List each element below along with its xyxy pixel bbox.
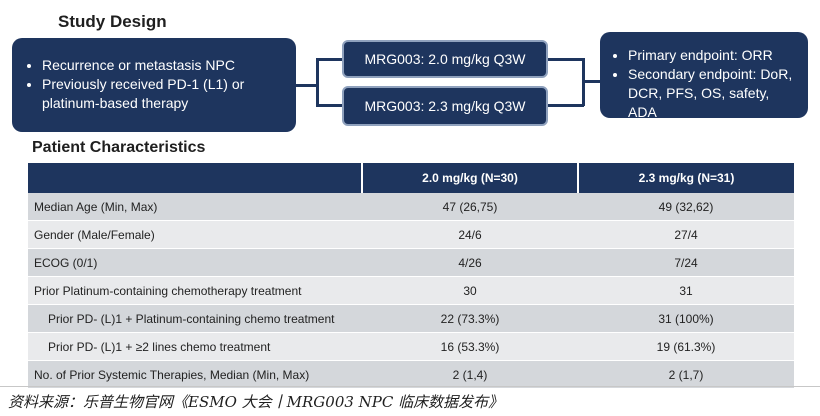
- connector: [582, 80, 602, 83]
- table-row: Gender (Male/Female) 24/6 27/4: [28, 220, 794, 249]
- row-label: Median Age (Min, Max): [28, 193, 362, 221]
- connector: [316, 58, 319, 106]
- table-row: No. of Prior Systemic Therapies, Median …: [28, 360, 794, 389]
- cell-value: 31 (100%): [578, 304, 794, 333]
- population-box: Recurrence or metastasis NPC Previously …: [12, 38, 296, 132]
- connector: [548, 58, 584, 61]
- table-row: Prior PD- (L)1 + ≥2 lines chemo treatmen…: [28, 332, 794, 361]
- cell-value: 4/26: [362, 248, 578, 277]
- arm-box: MRG003: 2.0 mg/kg Q3W: [342, 40, 548, 78]
- row-label: Prior PD- (L)1 + ≥2 lines chemo treatmen…: [28, 332, 362, 361]
- source-footnote: 资料来源：乐普生物官网《ESMO 大会丨MRG003 NPC 临床数据发布》: [8, 393, 504, 411]
- row-label: ECOG (0/1): [28, 248, 362, 277]
- cell-value: 2 (1,7): [578, 360, 794, 389]
- table-row: ECOG (0/1) 4/26 7/24: [28, 248, 794, 277]
- row-label: Prior Platinum-containing chemotherapy t…: [28, 276, 362, 305]
- row-label: Prior PD- (L)1 + Platinum-containing che…: [28, 304, 362, 333]
- table-row: Prior Platinum-containing chemotherapy t…: [28, 276, 794, 305]
- footer-divider: [0, 386, 820, 387]
- table-row: Median Age (Min, Max) 47 (26,75) 49 (32,…: [28, 193, 794, 221]
- table-header-row: 2.0 mg/kg (N=30) 2.3 mg/kg (N=31): [28, 163, 794, 193]
- cell-value: 7/24: [578, 248, 794, 277]
- cell-value: 2 (1,4): [362, 360, 578, 389]
- cell-value: 30: [362, 276, 578, 305]
- cell-value: 27/4: [578, 220, 794, 249]
- cell-value: 16 (53.3%): [362, 332, 578, 361]
- cell-value: 49 (32,62): [578, 193, 794, 221]
- connector: [548, 104, 584, 107]
- row-label: No. of Prior Systemic Therapies, Median …: [28, 360, 362, 389]
- connector: [316, 58, 342, 61]
- endpoint-item: Secondary endpoint: DoR, DCR, PFS, OS, s…: [628, 65, 800, 122]
- column-header: [28, 163, 362, 193]
- cell-value: 22 (73.3%): [362, 304, 578, 333]
- arm-box: MRG003: 2.3 mg/kg Q3W: [342, 86, 548, 126]
- column-header: 2.0 mg/kg (N=30): [361, 163, 578, 193]
- connector: [316, 104, 342, 107]
- row-label: Gender (Male/Female): [28, 220, 362, 249]
- endpoints-box: Primary endpoint: ORR Secondary endpoint…: [600, 32, 808, 120]
- patient-characteristics-title: Patient Characteristics: [32, 139, 206, 156]
- cell-value: 24/6: [362, 220, 578, 249]
- patient-characteristics-table: 2.0 mg/kg (N=30) 2.3 mg/kg (N=31) Median…: [28, 163, 794, 389]
- study-design-title: Study Design: [58, 12, 167, 31]
- column-header: 2.3 mg/kg (N=31): [577, 163, 794, 193]
- cell-value: 47 (26,75): [362, 193, 578, 221]
- connector: [296, 84, 318, 87]
- table-row: Prior PD- (L)1 + Platinum-containing che…: [28, 304, 794, 333]
- population-item: Recurrence or metastasis NPC: [42, 56, 286, 75]
- cell-value: 19 (61.3%): [578, 332, 794, 361]
- cell-value: 31: [578, 276, 794, 305]
- endpoint-item: Primary endpoint: ORR: [628, 46, 800, 65]
- population-item: Previously received PD-1 (L1) or platinu…: [42, 75, 286, 113]
